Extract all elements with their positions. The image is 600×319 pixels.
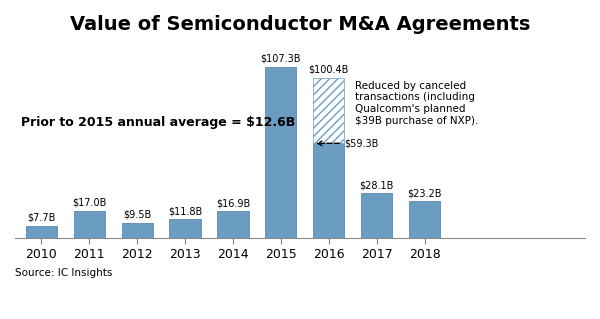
- Bar: [265, 67, 296, 238]
- Text: $17.0B: $17.0B: [72, 198, 106, 208]
- Text: $59.3B: $59.3B: [344, 138, 379, 148]
- Bar: [74, 211, 105, 238]
- Text: $11.8B: $11.8B: [168, 206, 202, 216]
- Bar: [122, 223, 153, 238]
- Text: $9.5B: $9.5B: [123, 210, 151, 220]
- Text: $16.9B: $16.9B: [216, 198, 250, 208]
- Text: $100.4B: $100.4B: [308, 65, 349, 75]
- Text: $28.1B: $28.1B: [359, 180, 394, 190]
- Bar: [313, 78, 344, 143]
- Bar: [361, 193, 392, 238]
- Text: $7.7B: $7.7B: [27, 213, 56, 223]
- Text: $23.2B: $23.2B: [407, 188, 442, 198]
- Text: Prior to 2015 annual average = $12.6B: Prior to 2015 annual average = $12.6B: [21, 116, 295, 129]
- Text: Source: IC Insights: Source: IC Insights: [15, 268, 112, 278]
- Bar: [409, 201, 440, 238]
- Title: Value of Semiconductor M&A Agreements: Value of Semiconductor M&A Agreements: [70, 15, 530, 34]
- Bar: [169, 219, 200, 238]
- Bar: [313, 143, 344, 238]
- Text: Reduced by canceled
transactions (including
Qualcomm's planned
$39B purchase of : Reduced by canceled transactions (includ…: [355, 81, 478, 126]
- Bar: [26, 226, 57, 238]
- Bar: [217, 211, 248, 238]
- Text: $107.3B: $107.3B: [260, 54, 301, 64]
